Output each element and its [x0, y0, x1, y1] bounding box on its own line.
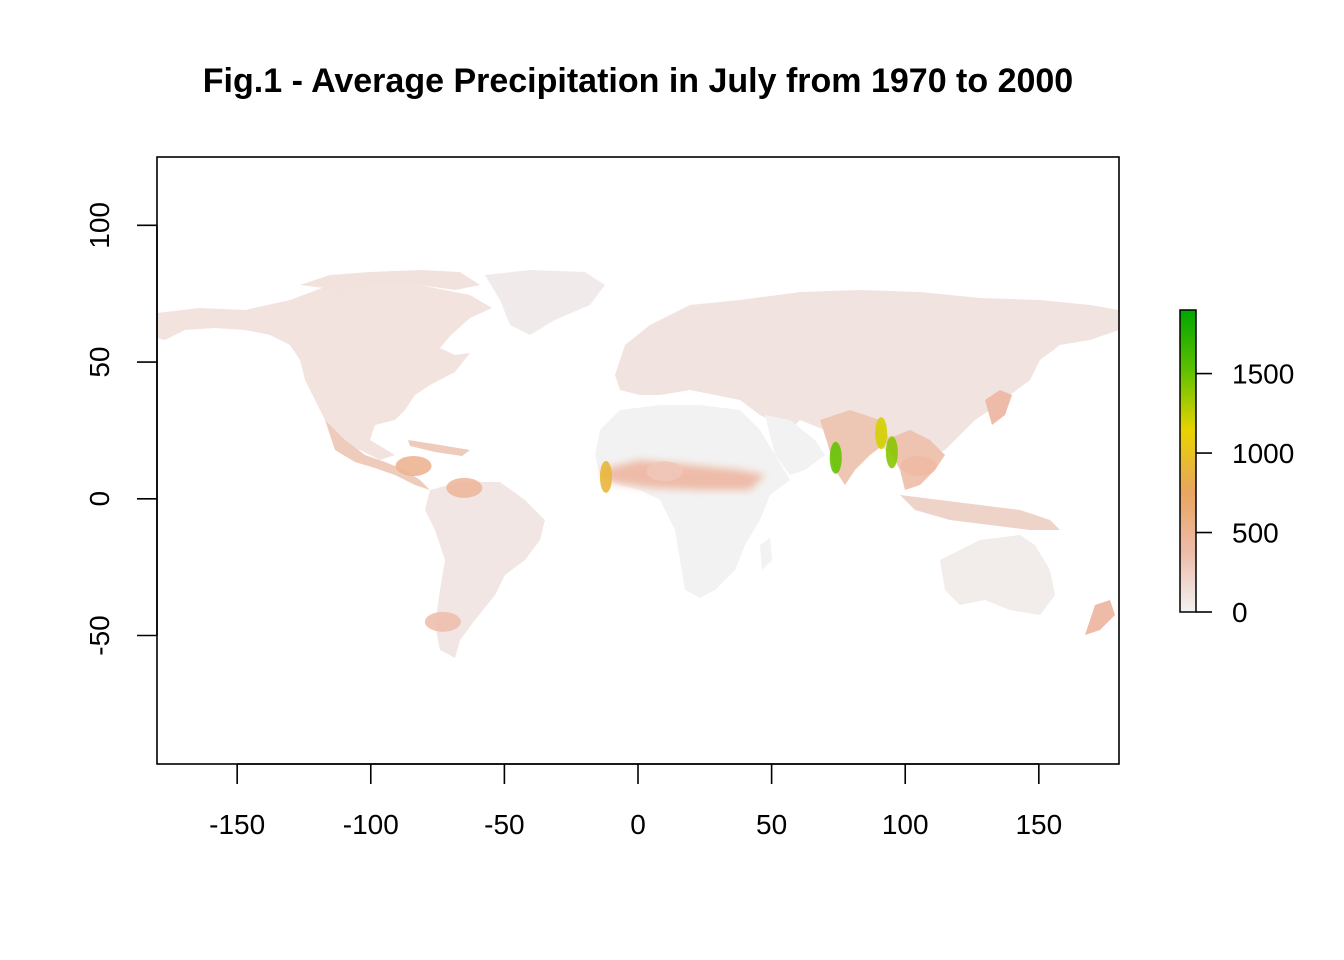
precipitation-hotspots [395, 417, 937, 632]
x-tick-label: 150 [1015, 809, 1062, 840]
y-tick-label: 0 [84, 491, 115, 507]
hotspot-myanmar-coast [885, 436, 898, 469]
colorbar-tick-label: 0 [1232, 597, 1248, 628]
x-tick-label: -150 [209, 809, 265, 840]
landmass-africa [595, 405, 790, 598]
x-tick-label: 0 [630, 809, 646, 840]
hotspot-sahel-band [646, 461, 683, 482]
y-tick-label: 50 [84, 346, 115, 377]
x-tick-label: -100 [343, 809, 399, 840]
landmass-new-zealand [1085, 600, 1115, 635]
sahel-rain-band [600, 460, 765, 490]
colorbar-legend: 0 500 1000 1500 [1179, 309, 1294, 628]
landmass-madagascar [760, 538, 772, 570]
landmass-caribbean [408, 440, 470, 456]
x-tick-label: 100 [882, 809, 929, 840]
landmass-eurasia [615, 290, 1119, 470]
y-tick-label: 100 [84, 202, 115, 249]
y-axis: -50 0 50 100 [84, 202, 158, 656]
colorbar-gradient [1179, 309, 1197, 613]
landmass-greenland [485, 270, 605, 335]
landmass-australia [940, 535, 1055, 615]
hotspot-west-africa-coast [599, 460, 612, 493]
hotspot-bangladesh [875, 417, 888, 450]
colorbar-tick-label: 1000 [1232, 438, 1294, 469]
hotspot-india-west-coast [829, 441, 842, 474]
chart-title: Fig.1 - Average Precipitation in July fr… [203, 62, 1073, 100]
x-tick-label: 50 [756, 809, 787, 840]
colorbar-tick-label: 1500 [1232, 359, 1294, 390]
landmass-indonesia [900, 495, 1060, 530]
x-tick-label: -50 [484, 809, 524, 840]
colorbar-tick-label: 500 [1232, 518, 1279, 549]
hotspot-northern-south-america [446, 477, 483, 498]
landmass-canada-islands [300, 270, 480, 290]
landmass-arabia [765, 415, 825, 475]
colorbar-ticks: 0 500 1000 1500 [1196, 359, 1294, 628]
hotspot-southeast-asia [900, 455, 937, 476]
hotspot-southern-chile [424, 611, 461, 632]
landmass-north-america [157, 280, 492, 460]
landmass-south-america [425, 482, 545, 658]
y-tick-label: -50 [84, 615, 115, 655]
landmass-japan [985, 390, 1012, 425]
world-map [157, 270, 1119, 658]
hotspot-central-america [395, 455, 432, 476]
x-axis: -150 -100 -50 0 50 100 150 [209, 763, 1062, 840]
